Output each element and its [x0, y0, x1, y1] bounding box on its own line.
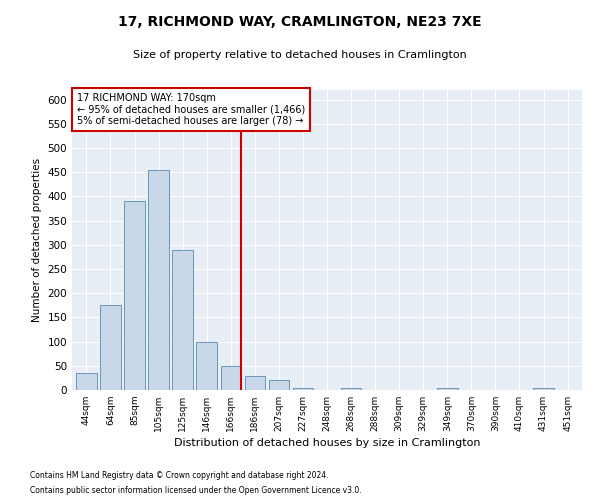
Bar [76, 373, 97, 390]
Text: 17, RICHMOND WAY, CRAMLINGTON, NE23 7XE: 17, RICHMOND WAY, CRAMLINGTON, NE23 7XE [118, 15, 482, 29]
Bar [269, 380, 289, 390]
Bar [100, 306, 121, 390]
Bar [148, 170, 169, 390]
Bar [221, 366, 241, 390]
Bar [124, 202, 145, 390]
Y-axis label: Number of detached properties: Number of detached properties [32, 158, 42, 322]
Bar [245, 376, 265, 390]
Text: Contains HM Land Registry data © Crown copyright and database right 2024.: Contains HM Land Registry data © Crown c… [30, 471, 329, 480]
Bar [172, 250, 193, 390]
Text: Size of property relative to detached houses in Cramlington: Size of property relative to detached ho… [133, 50, 467, 60]
Bar [341, 388, 361, 390]
X-axis label: Distribution of detached houses by size in Cramlington: Distribution of detached houses by size … [174, 438, 480, 448]
Text: Contains public sector information licensed under the Open Government Licence v3: Contains public sector information licen… [30, 486, 362, 495]
Bar [196, 342, 217, 390]
Text: 17 RICHMOND WAY: 170sqm
← 95% of detached houses are smaller (1,466)
5% of semi-: 17 RICHMOND WAY: 170sqm ← 95% of detache… [77, 93, 305, 126]
Bar [437, 388, 458, 390]
Bar [533, 388, 554, 390]
Bar [293, 388, 313, 390]
